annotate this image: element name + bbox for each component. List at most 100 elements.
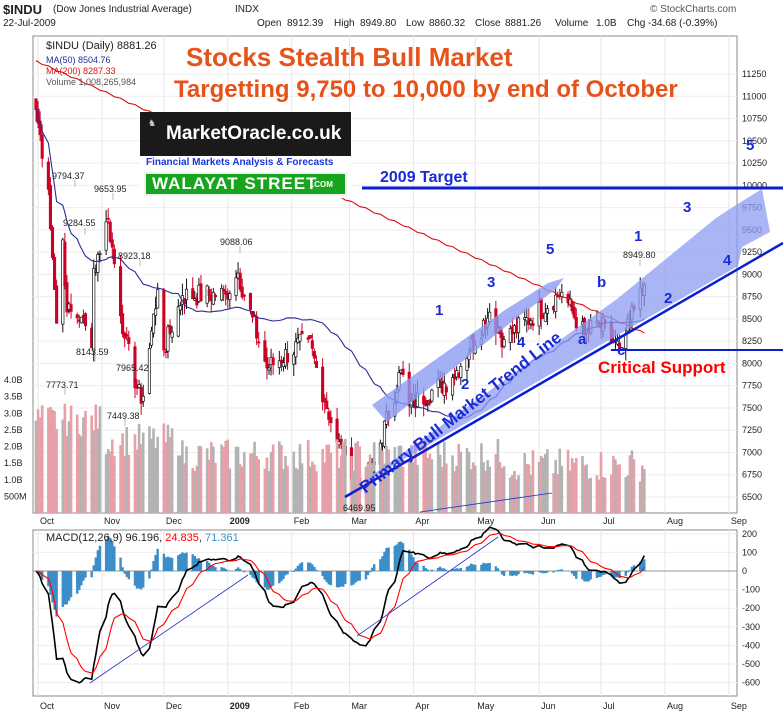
volume-bar: [84, 410, 87, 513]
macd-histogram-bar: [271, 571, 275, 586]
volume-bar: [226, 439, 230, 513]
macd-histogram-bar: [309, 562, 312, 571]
volume-bar: [455, 465, 458, 513]
candle-body: [53, 257, 57, 290]
volume-bar: [242, 452, 246, 513]
candle-body: [240, 286, 244, 298]
candle-body: [141, 395, 145, 402]
macd-histogram-bar: [589, 571, 592, 580]
macd-histogram-bar: [537, 571, 541, 573]
macd-histogram-bar: [368, 571, 372, 573]
macd-histogram-bar: [385, 548, 388, 571]
macd-histogram-bar: [191, 554, 194, 571]
macd-x-tick-label: Nov: [104, 701, 121, 711]
candle-body: [242, 294, 246, 297]
macd-histogram-bar: [529, 571, 533, 574]
volume-bar: [323, 462, 326, 513]
volume-bar: [90, 415, 93, 513]
macd-histogram-bar: [148, 571, 151, 579]
volume-bar: [473, 465, 477, 513]
candle-body: [79, 316, 83, 324]
macd-histogram-bar: [313, 566, 316, 571]
marketoracle-logo: ♞ MarketOracle.co.uk Financial Markets A…: [140, 112, 351, 198]
macd-histogram-bar: [525, 571, 528, 573]
candle-body: [83, 313, 88, 327]
wave-label-a: a: [578, 331, 587, 348]
macd-histogram-bar: [257, 571, 260, 585]
volume-bar: [422, 440, 425, 513]
volume-bar: [249, 453, 252, 513]
macd-x-tick-label: Feb: [294, 701, 310, 711]
macd-histogram-bar: [294, 568, 298, 571]
volume-bar: [541, 457, 545, 513]
macd-histogram-bar: [226, 570, 229, 571]
volume-bar: [271, 444, 275, 513]
macd-histogram-bar: [220, 567, 223, 571]
histogram-value: 71.361: [205, 532, 239, 544]
macd-histogram-bar: [109, 537, 112, 571]
volume-tick-label: 3.5B: [4, 392, 23, 402]
volume-bar: [626, 475, 630, 513]
price-label-9088: 9088.06: [220, 237, 253, 247]
candle-body: [570, 301, 574, 312]
macd-histogram-bar: [168, 557, 172, 571]
candle-body: [34, 98, 38, 110]
target-label: 2009 Target: [380, 169, 468, 186]
volume-bar: [372, 442, 376, 513]
candle-body: [529, 320, 533, 325]
candle-body: [310, 340, 314, 349]
candle-body: [335, 418, 339, 443]
y-tick-label: 10250: [742, 158, 767, 168]
volume-bar: [294, 467, 298, 513]
volume-bar: [92, 430, 96, 513]
volume-bar: [544, 453, 547, 513]
macd-histogram-bar: [527, 571, 531, 574]
macd-histogram-bar: [624, 571, 627, 576]
volume-bar: [508, 477, 512, 513]
candle-body: [279, 359, 283, 364]
candle-body: [267, 367, 271, 371]
volume-bar: [529, 474, 533, 513]
volume-bar: [199, 446, 203, 513]
volume-bar: [228, 468, 232, 513]
volume-bar: [457, 443, 461, 513]
candle-body: [255, 316, 259, 339]
exchange-label: INDX: [235, 4, 259, 15]
volume-bar: [133, 434, 137, 513]
logo-banner: ♞ MarketOracle.co.uk: [140, 112, 351, 156]
volume-bar: [628, 455, 632, 513]
y-tick-label: 10500: [742, 136, 767, 146]
volume-bar: [306, 440, 310, 513]
macd-signal-line: [35, 532, 645, 674]
macd-histogram-bar: [531, 571, 535, 575]
candle-body: [137, 384, 141, 388]
volume-bar: [511, 475, 514, 513]
candle-body: [98, 252, 102, 255]
volume-bar: [179, 455, 182, 513]
volume-bar: [106, 449, 110, 513]
volume-bar: [428, 453, 432, 513]
macd-histogram-bar: [90, 571, 93, 578]
candle-body: [96, 254, 100, 273]
volume-bar: [568, 470, 572, 513]
volume-tick-label: 3.0B: [4, 408, 23, 418]
macd-histogram-bar: [426, 569, 430, 571]
macd-histogram-bar: [469, 563, 473, 571]
volume-bar: [40, 405, 44, 513]
volume-bar: [141, 432, 145, 513]
volume-bar: [205, 448, 209, 513]
volume-bar: [164, 442, 168, 513]
volume-bar: [612, 455, 615, 513]
critical-support-label: Critical Support: [598, 358, 726, 377]
volume-bar: [546, 449, 549, 513]
candle-body: [263, 340, 267, 362]
candle-body: [238, 272, 242, 290]
volume-bar: [632, 459, 636, 513]
price-label-7773: 7773.71: [46, 380, 79, 390]
candle-body: [108, 221, 112, 242]
macd-histogram-bar: [152, 561, 155, 571]
wave-label-new-3: 3: [683, 199, 692, 216]
volume-bar: [640, 465, 644, 513]
volume-bar: [618, 464, 621, 513]
volume-bar: [255, 455, 258, 513]
